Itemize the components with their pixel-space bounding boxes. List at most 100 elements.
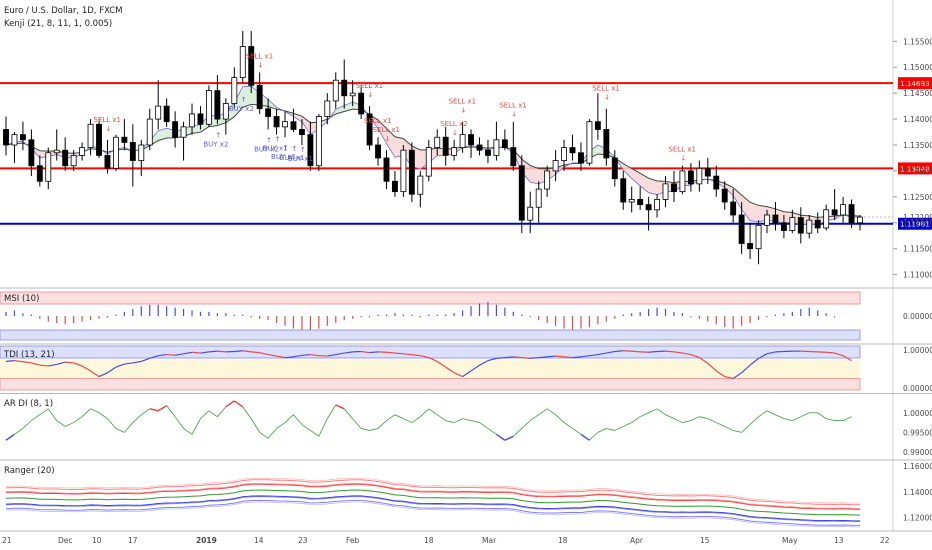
candle-down: [772, 214, 779, 224]
ardi-line-segment: [606, 428, 615, 431]
tdi-line-segment: [673, 351, 683, 354]
tdi-line-segment: [242, 350, 252, 353]
candle-up: [11, 134, 18, 146]
ardi-line-segment: [530, 414, 539, 421]
candle-down: [214, 90, 221, 120]
ranger-series-outer-lower-mid: [5, 496, 861, 523]
candle-down: [645, 204, 652, 211]
candle-down: [713, 175, 720, 190]
tdi-line-segment: [98, 372, 108, 378]
buy-signal-label: BUY x2: [203, 140, 228, 148]
ranger-series-outer-upper: [5, 477, 861, 504]
level-badge: [898, 217, 932, 230]
ranger-series-outer-mid: [5, 489, 861, 516]
tdi-line-segment: [14, 360, 23, 363]
ardi-line-segment: [233, 400, 244, 408]
sell-signal-arrow: ↓: [604, 94, 610, 102]
candle-up: [425, 147, 432, 177]
ardi-line-segment: [673, 418, 683, 423]
candle-down: [62, 149, 69, 167]
ardi-line-segment: [487, 428, 497, 435]
ardi-line-segment: [842, 416, 852, 421]
cloud-segment: [386, 128, 395, 158]
ardi-line-segment: [200, 410, 210, 419]
candle-up: [45, 152, 52, 182]
ardi-line-segment: [352, 418, 362, 429]
sell-signal-arrow: ↓: [368, 91, 374, 99]
candle-up: [324, 100, 331, 117]
time-axis-label: 22: [880, 536, 890, 545]
ardi-line-segment: [445, 420, 455, 423]
ardi-line-segment: [386, 414, 396, 421]
sell-signal-arrow: ↓: [384, 135, 390, 143]
ardi-line-segment: [766, 410, 776, 416]
tdi-line-segment: [589, 353, 598, 357]
candle-down: [408, 149, 415, 195]
tdi-line-segment: [826, 351, 835, 354]
ardi-line-segment: [225, 400, 235, 408]
ranger-series-lower-mid: [5, 495, 861, 522]
ardi-line-segment: [589, 432, 599, 441]
candle-up: [789, 217, 796, 231]
cloud-segment: [648, 178, 658, 195]
tdi-line-segment: [690, 353, 700, 359]
ardi-line-segment: [293, 414, 303, 425]
ardi-line-segment: [242, 406, 252, 419]
ranger-series-upper: [5, 479, 861, 506]
sell-signal-label: SELL x1: [364, 117, 392, 125]
candle-down: [721, 188, 728, 203]
ardi-line-segment: [141, 408, 150, 416]
candle-up: [552, 160, 559, 172]
time-axis-label: 14: [254, 536, 264, 545]
time-axis-label: Feb: [346, 536, 360, 545]
candle-down: [671, 183, 677, 193]
ardi-line-segment: [504, 435, 514, 441]
ardi-title: AR DI (8, 1): [4, 399, 53, 409]
ardi-line-segment: [81, 408, 91, 417]
price-axis-tick-label: 1.13000: [903, 167, 932, 176]
candle-up: [527, 206, 534, 221]
candle-down: [704, 167, 711, 177]
level-badge-label: 1.14693: [900, 79, 930, 88]
time-axis-label: 15: [700, 536, 710, 545]
candle-down: [611, 157, 618, 180]
cloud-segment: [640, 173, 649, 193]
candle-up: [53, 149, 60, 154]
buy-signal-label: BUY x2: [229, 105, 254, 113]
tdi-line-segment: [564, 356, 573, 359]
ardi-line-segment: [538, 408, 548, 416]
sell-signal-label: SELL x1: [246, 52, 274, 60]
tdi-line-segment: [732, 372, 742, 379]
candle-down: [366, 113, 373, 146]
candle-down: [383, 157, 390, 182]
ardi-line-segment: [597, 428, 607, 433]
cloud-segment: [344, 101, 353, 112]
candle-down: [290, 121, 297, 130]
candle-down: [104, 154, 111, 169]
ardi-line-segment: [5, 433, 15, 441]
candle-up: [87, 123, 94, 148]
time-axis-label: 2019: [196, 536, 217, 545]
ardi-line-segment: [157, 405, 168, 412]
tdi-line-segment: [107, 366, 117, 374]
msi-upper-band: [0, 291, 861, 305]
tdi-line-segment: [496, 357, 505, 359]
candle-up: [349, 92, 356, 97]
candle-up: [180, 126, 187, 138]
candle-up: [400, 149, 407, 193]
candle-down: [36, 165, 43, 182]
ardi-line-segment: [716, 422, 725, 427]
ardi-line-segment: [699, 416, 708, 420]
indicator-label: Kenji (21, 8, 11, 1, 0.005): [4, 19, 112, 29]
ardi-line-segment: [403, 418, 413, 423]
tdi-line-segment: [538, 356, 548, 359]
tdi-line-segment: [310, 353, 319, 357]
candle-up: [857, 216, 863, 224]
tdi-line-segment: [361, 350, 370, 354]
tdi-line-segment: [766, 351, 776, 355]
candle-up: [282, 121, 288, 128]
tdi-line-segment: [175, 353, 184, 356]
tdi-line-segment: [335, 352, 345, 356]
